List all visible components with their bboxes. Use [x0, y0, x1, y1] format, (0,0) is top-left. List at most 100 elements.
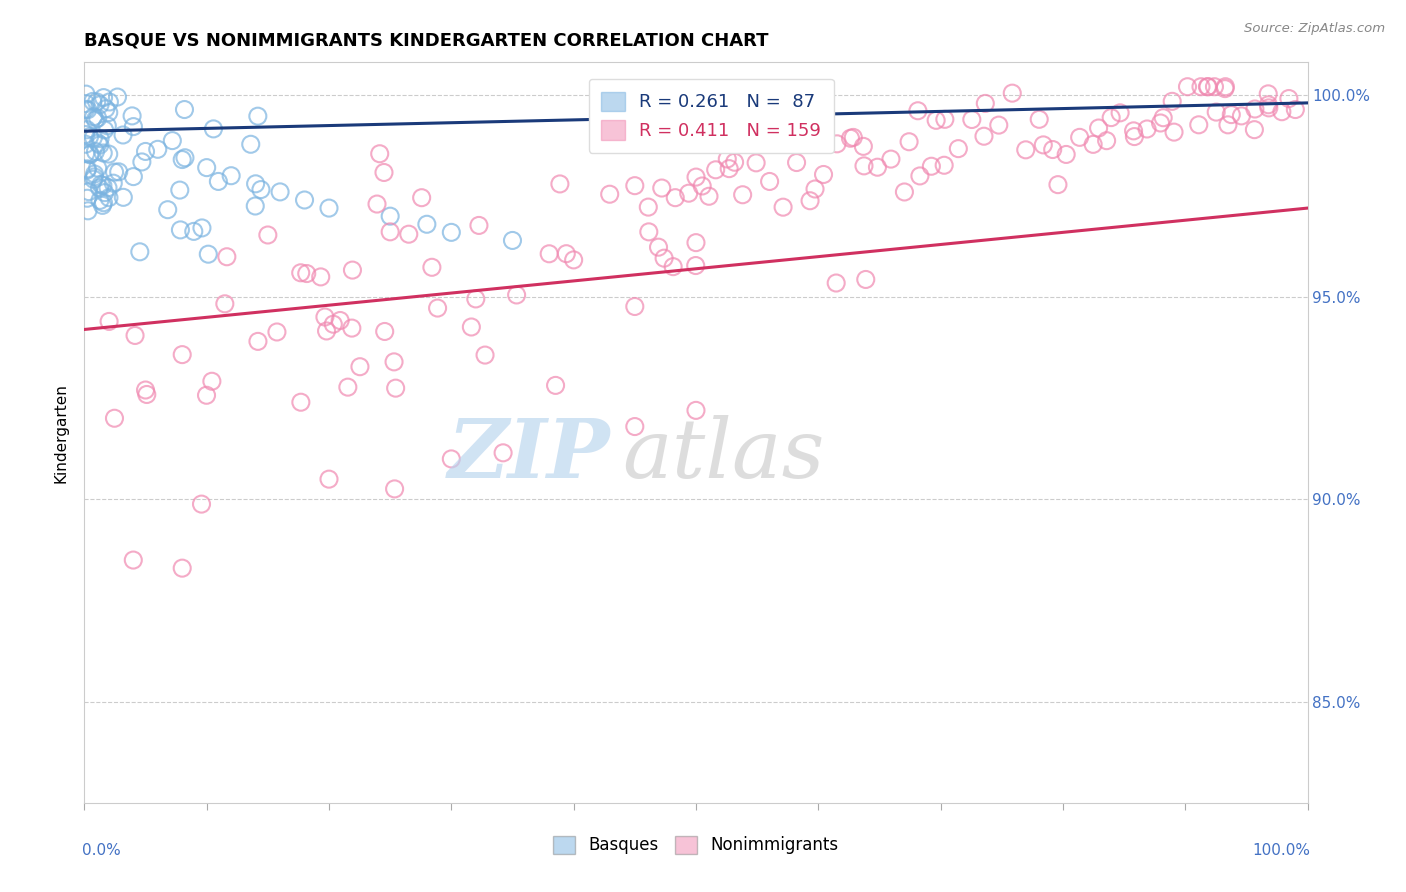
Point — [195, 388, 218, 402]
Point — [1197, 79, 1219, 94]
Point — [855, 272, 877, 286]
Point — [336, 380, 359, 394]
Point — [398, 227, 420, 242]
Point — [107, 90, 129, 104]
Point — [89, 131, 111, 145]
Point — [690, 178, 713, 193]
Point — [948, 142, 970, 156]
Point — [1069, 130, 1091, 145]
Point — [382, 355, 405, 369]
Point — [96, 119, 118, 133]
Point — [121, 109, 143, 123]
Point — [685, 403, 707, 417]
Point — [1230, 109, 1253, 123]
Point — [1220, 107, 1243, 121]
Point — [624, 300, 647, 314]
Point — [839, 131, 862, 145]
Point — [79, 129, 101, 144]
Point — [318, 472, 340, 486]
Point — [94, 102, 117, 116]
Point — [1189, 79, 1212, 94]
Point — [82, 95, 104, 109]
Point — [122, 553, 145, 567]
Point — [75, 96, 97, 111]
Point — [309, 269, 332, 284]
Point — [1099, 111, 1122, 125]
Point — [239, 137, 262, 152]
Point — [98, 314, 121, 328]
Point — [974, 96, 997, 111]
Point — [697, 189, 720, 203]
Point — [624, 178, 647, 193]
Point — [183, 224, 205, 238]
Point — [664, 191, 686, 205]
Point — [266, 325, 288, 339]
Point — [75, 128, 97, 142]
Point — [825, 276, 848, 290]
Point — [75, 137, 97, 152]
Point — [934, 112, 956, 127]
Point — [174, 151, 197, 165]
Point — [562, 252, 585, 267]
Point — [89, 137, 111, 152]
Point — [156, 202, 179, 217]
Point — [804, 182, 827, 196]
Point — [207, 174, 229, 188]
Point — [1271, 104, 1294, 119]
Point — [89, 97, 111, 112]
Point — [75, 87, 97, 102]
Point — [214, 297, 236, 311]
Point — [215, 250, 238, 264]
Point — [1081, 137, 1104, 152]
Point — [290, 395, 312, 409]
Point — [295, 267, 318, 281]
Point — [1161, 95, 1184, 109]
Point — [76, 161, 98, 176]
Point — [505, 288, 527, 302]
Point — [960, 112, 983, 127]
Point — [718, 161, 741, 176]
Point — [799, 194, 821, 208]
Point — [131, 155, 153, 169]
Point — [91, 178, 114, 193]
Point — [107, 165, 129, 179]
Point — [758, 174, 780, 188]
Point — [97, 180, 120, 194]
Point — [772, 200, 794, 214]
Point — [907, 103, 929, 118]
Point — [380, 225, 402, 239]
Point — [93, 90, 115, 104]
Point — [416, 217, 439, 231]
Point — [1149, 116, 1171, 130]
Point — [898, 135, 921, 149]
Point — [250, 183, 273, 197]
Point — [723, 155, 745, 169]
Point — [162, 134, 184, 148]
Point — [908, 169, 931, 183]
Point — [544, 378, 567, 392]
Point — [1123, 129, 1146, 144]
Point — [651, 181, 673, 195]
Point — [492, 446, 515, 460]
Point — [173, 103, 195, 117]
Point — [852, 139, 875, 153]
Point — [257, 227, 280, 242]
Point — [190, 497, 212, 511]
Point — [1015, 143, 1038, 157]
Y-axis label: Kindergarten: Kindergarten — [53, 383, 69, 483]
Point — [219, 169, 242, 183]
Point — [84, 112, 107, 127]
Point — [93, 186, 115, 200]
Point — [97, 105, 120, 120]
Point — [704, 162, 727, 177]
Point — [122, 169, 145, 184]
Point — [1042, 143, 1064, 157]
Point — [77, 203, 100, 218]
Point — [1032, 137, 1054, 152]
Point — [440, 451, 463, 466]
Point — [652, 251, 675, 265]
Point — [76, 163, 98, 178]
Point — [90, 178, 112, 192]
Point — [146, 142, 169, 156]
Point — [825, 136, 848, 151]
